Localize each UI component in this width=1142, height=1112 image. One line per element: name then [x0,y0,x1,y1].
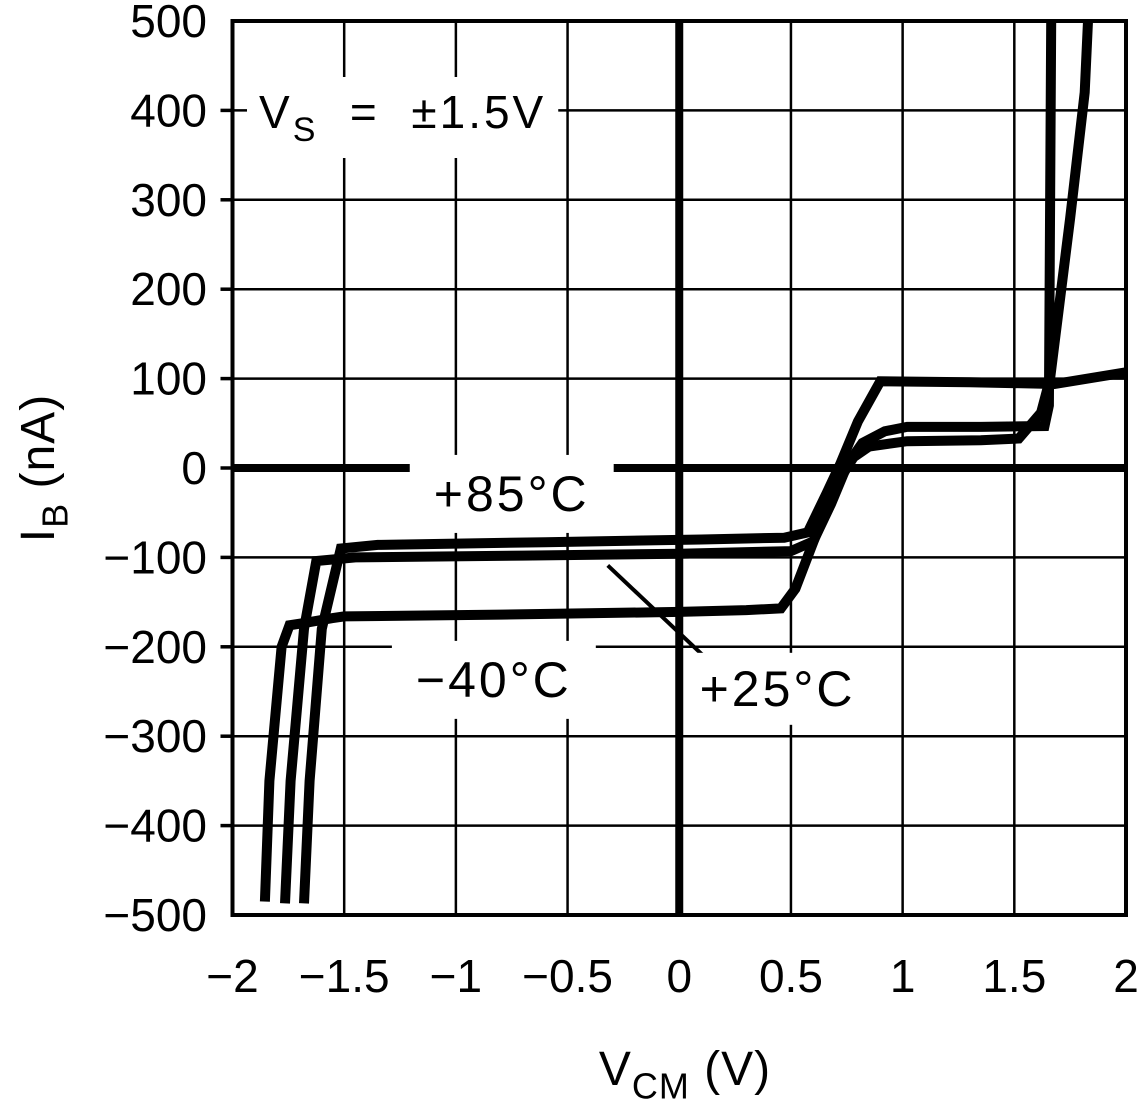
curve-minus40c [259,20,1093,902]
plot-border [230,19,1128,917]
y-tick-label: −400 [103,800,207,852]
x-tick-label: 2 [1113,950,1139,1002]
x-tick-label: 0.5 [759,950,823,1002]
x-tick-label: −0.5 [522,950,613,1002]
y-tick-label: −100 [103,531,207,583]
curve-label-plus25c: +25°C [700,661,856,717]
y-tick-labels: 500 400 300 200 100 0 −100 −200 −300 −400 −500 [103,0,207,941]
curve-label-box-plus85c [409,454,614,533]
curves [259,20,1127,904]
y-tick-label: 0 [181,442,207,494]
y-tick-label: 100 [130,353,207,405]
x-tick-labels: −2 −1.5 −1 −0.5 0 0.5 1 1.5 2 [206,950,1139,1002]
x-axis-title: VCM (V) [599,1043,771,1107]
y-axis-ticks [220,108,231,828]
y-tick-label: −200 [103,621,207,673]
y-tick-label: 400 [130,84,207,136]
x-tick-label: 1 [890,950,916,1002]
y-tick-label: −300 [103,710,207,762]
x-tick-label: 1.5 [982,950,1046,1002]
y-tick-label: 500 [130,0,207,47]
supply-annotation: VS = ±1.5V [259,86,546,149]
curve-label-minus40c: −40°C [416,652,572,708]
x-tick-label: −1.5 [299,950,390,1002]
y-tick-label: 200 [130,263,207,315]
curve-label-plus85c: +85°C [434,466,590,522]
curve-label-box-minus40c [391,640,596,719]
curve-label-box-plus25c [683,652,872,725]
supply-annotation-box [247,77,559,158]
y-tick-label: −500 [103,889,207,941]
x-tick-label: −1 [430,950,482,1002]
y-tick-label: 300 [130,174,207,226]
x-tick-label: 0 [666,950,692,1002]
curve-plus85c [299,367,1127,904]
x-tick-label: −2 [206,950,258,1002]
y-axis-title: IB (nA) [12,394,76,542]
